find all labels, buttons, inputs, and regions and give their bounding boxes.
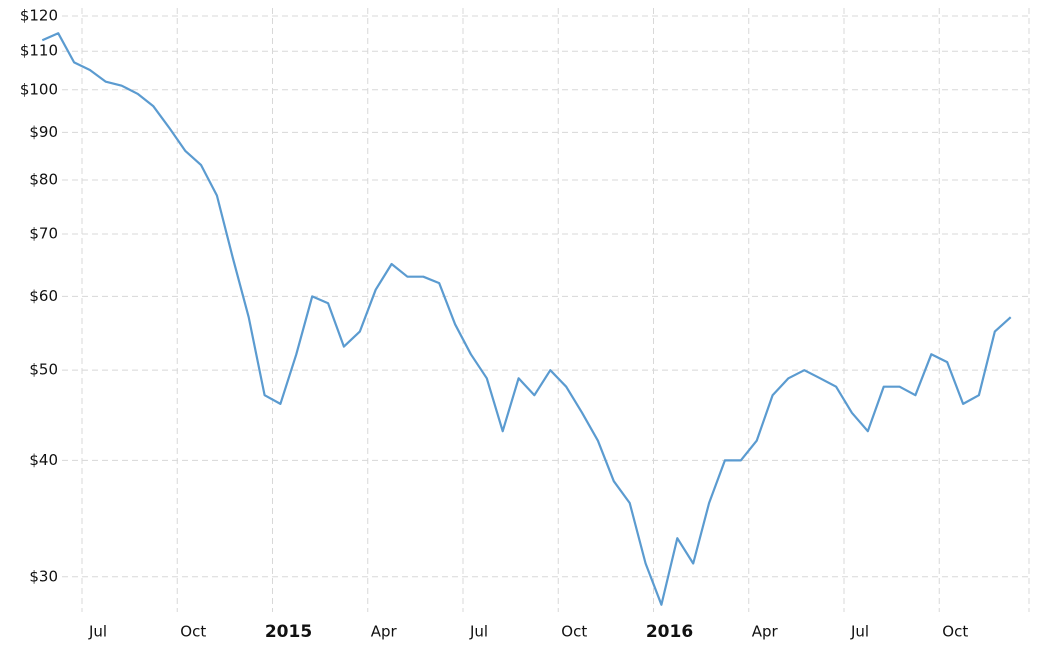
x-tick-label: 2015 bbox=[265, 622, 312, 642]
y-tick-label: $100 bbox=[20, 80, 58, 98]
y-tick-label: $90 bbox=[29, 123, 58, 141]
y-tick-label: $120 bbox=[20, 7, 58, 25]
y-tick-label: $60 bbox=[29, 287, 58, 305]
price-line bbox=[41, 32, 1012, 606]
x-tick-label: Oct bbox=[942, 623, 968, 641]
x-tick-label: Oct bbox=[561, 623, 587, 641]
y-tick-label: $70 bbox=[29, 225, 58, 243]
x-tick-label: Apr bbox=[752, 623, 779, 641]
y-tick-label: $40 bbox=[29, 451, 58, 469]
x-tick-label: Jul bbox=[850, 623, 869, 641]
x-tick-label: Oct bbox=[180, 623, 206, 641]
y-tick-label: $50 bbox=[29, 361, 58, 379]
x-tick-label: 2016 bbox=[646, 622, 693, 642]
x-tick-label: Jul bbox=[469, 623, 488, 641]
x-tick-label: Apr bbox=[371, 623, 398, 641]
y-tick-label: $30 bbox=[29, 567, 58, 585]
x-tick-label: Jul bbox=[88, 623, 107, 641]
y-tick-label: $80 bbox=[29, 171, 58, 189]
y-tick-label: $110 bbox=[20, 42, 58, 60]
